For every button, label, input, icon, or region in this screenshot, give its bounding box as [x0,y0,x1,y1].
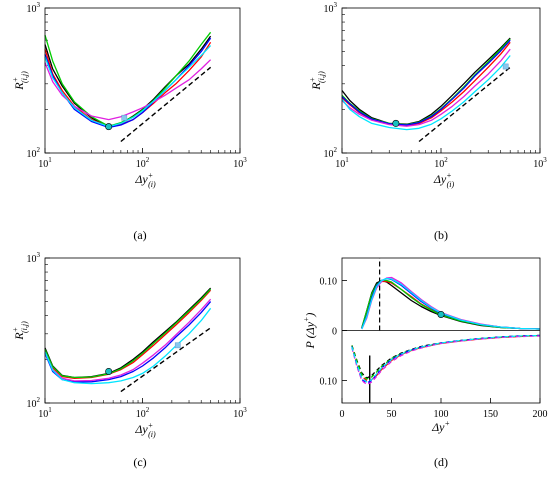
y-axis-label: P (Δy+) [302,313,317,350]
panel-caption: (a) [133,228,146,242]
x-tick-label: 103 [533,156,547,170]
panel-d: 0 50 100 150 200 0.10 0 0.10 P (Δy+) Δy+ (d) [302,257,548,469]
x-tick-label: 103 [233,406,247,420]
axes-frame [44,7,241,154]
panel-caption: (c) [133,455,146,469]
pdf-dashed-line-red [351,334,541,382]
axes-frame [341,7,541,154]
series-line-red [44,289,212,379]
y-tick-label: 103 [27,251,41,265]
y-tick-label: 103 [324,1,338,15]
x-tick-label: 150 [483,409,498,420]
x-axis-label: Δy+ (i) [433,171,455,189]
x-tick-label: 50 [387,409,397,420]
pdf-dashed-line-cyan [351,334,541,383]
series-line-cyan [44,45,212,128]
y-tick-label: 0.10 [320,377,338,388]
circle-marker [105,123,113,131]
reference-slope-line [418,66,511,143]
series-line-magenta [341,48,511,127]
x-tick-label: 102 [136,156,150,170]
series-line-black [341,37,511,125]
y-tick-label: 102 [27,146,41,160]
x-tick-label: 100 [434,409,449,420]
circle-marker [392,119,400,127]
series-line-blue [341,39,511,126]
x-tick-label: 101 [38,156,52,170]
pdf-line-cyan [361,277,541,330]
series-line-cyan [44,307,212,385]
square-marker [121,114,128,121]
y-tick-label: 0 [332,327,337,338]
pdf-line-magenta [361,276,541,330]
pdf-line-green [361,279,541,330]
series-line-red [341,41,511,127]
square-marker [502,63,509,70]
pdf-line-blue [361,277,541,330]
x-tick-label: 0 [340,409,345,420]
reference-slope-line [120,327,212,393]
circle-marker [105,367,113,375]
x-axis-label: Δy+ (i) [134,421,156,439]
y-tick-label: 102 [324,146,338,160]
y-tick-label: 102 [27,396,41,410]
y-axis-label: R+(i,j) [11,321,29,341]
x-tick-label: 101 [335,156,349,170]
reference-slope-line [120,66,212,143]
y-axis-label: R+(i,j) [11,71,29,91]
x-tick-label: 200 [533,409,548,420]
x-axis-label: Δy+ [431,419,450,434]
circle-marker [437,310,445,318]
x-axis-label: Δy+ (i) [134,171,156,189]
series-line-magenta [44,59,212,121]
pdf-line-red [361,280,541,330]
x-tick-label: 102 [136,406,150,420]
series-line-cyan [341,55,511,131]
pdf-line-black [361,279,541,330]
series-line-magenta [44,298,212,382]
panel-caption: (d) [434,455,448,469]
square-marker [174,342,181,349]
y-axis-label: R+(i,j) [308,71,326,91]
y-tick-label: 103 [27,1,41,15]
y-tick-label: 0.10 [320,277,338,288]
x-tick-label: 103 [233,156,247,170]
series-line-green [44,31,212,127]
panel-caption: (b) [434,228,448,242]
x-tick-label: 101 [38,406,52,420]
series-line-green [44,288,212,379]
x-tick-label: 102 [434,156,448,170]
